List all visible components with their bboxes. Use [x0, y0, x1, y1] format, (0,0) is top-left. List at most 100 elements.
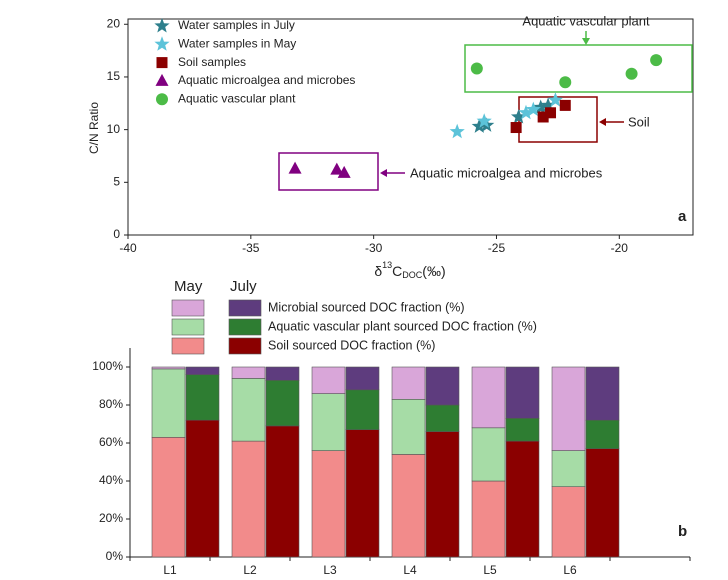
data-point: [625, 67, 638, 80]
bar-segment: [265, 425, 300, 558]
legend-swatch: [171, 318, 205, 336]
bar-segment: [425, 404, 460, 432]
legend-header: July: [230, 278, 257, 295]
bar-segment: [311, 450, 346, 558]
x-tick-label: L6: [563, 563, 577, 577]
bar-segment: [185, 374, 220, 421]
bar-segment: [505, 366, 540, 419]
data-point: [330, 162, 344, 175]
data-point: [545, 107, 557, 119]
x-label-part: (‰): [422, 263, 445, 279]
legend-swatch: [228, 318, 262, 336]
bar-segment: [265, 379, 300, 427]
bar-segment: [505, 440, 540, 558]
y-tick-label: 20: [107, 16, 121, 30]
x-tick-label: -20: [611, 241, 629, 255]
data-point: [449, 123, 465, 139]
group-box: [464, 44, 693, 93]
x-tick-label: L4: [403, 563, 417, 577]
arrow-head: [380, 169, 387, 177]
data-point: [540, 97, 556, 112]
data-point: [288, 161, 302, 174]
bar-segment: [151, 436, 186, 558]
bar-segment: [311, 393, 346, 451]
y-tick-label: 80%: [99, 397, 123, 411]
bar-segment: [505, 417, 540, 442]
bar-segment: [585, 419, 620, 450]
y-tick-label: 60%: [99, 435, 123, 449]
annotation: Aquatic vascular plant: [522, 13, 650, 28]
bar-segment: [231, 440, 266, 558]
x-tick-label: -35: [242, 241, 260, 255]
data-point: [559, 99, 571, 111]
x-tick-label: -30: [365, 241, 383, 255]
legend-swatch: [171, 337, 205, 355]
bar-segment: [425, 366, 460, 406]
bar-segment: [231, 378, 266, 442]
data-point: [511, 109, 527, 124]
legend-marker: [154, 18, 170, 33]
panel-label: a: [678, 208, 687, 225]
bar-segment: [551, 486, 586, 558]
bar-segment: [345, 429, 380, 558]
legend-label: Microbial sourced DOC fraction (%): [268, 300, 465, 314]
bar-segment: [185, 419, 220, 558]
arrow-head: [599, 118, 606, 126]
legend-label: Aquatic microalgea and microbes: [178, 73, 355, 87]
legend-swatch: [228, 337, 262, 355]
plot-frame: [127, 18, 694, 236]
x-label-part: 13: [382, 260, 392, 270]
bar-segment: [151, 368, 186, 438]
annotation: Aquatic microalgea and microbes: [410, 165, 603, 180]
y-tick-label: 40%: [99, 473, 123, 487]
legend-swatch: [228, 299, 262, 317]
legend-label: Water samples in May: [178, 36, 296, 50]
y-tick-label: 10: [107, 122, 121, 136]
panel-label: b: [678, 523, 687, 540]
y-tick-label: 0%: [106, 549, 124, 563]
bar-segment: [311, 366, 346, 394]
group-box: [278, 152, 379, 191]
data-point: [471, 118, 487, 133]
bar-segment: [391, 398, 426, 455]
x-tick-label: -40: [119, 241, 137, 255]
legend-marker: [156, 93, 168, 106]
y-tick-label: 5: [113, 174, 120, 188]
data-point: [559, 76, 572, 89]
legend-label: Aquatic vascular plant sourced DOC fract…: [268, 319, 537, 333]
data-point: [537, 111, 549, 123]
x-label-part: δ: [374, 263, 382, 279]
bar-segment: [471, 427, 506, 482]
bar-segment: [185, 366, 220, 375]
data-point: [337, 165, 351, 178]
bar-segment: [151, 366, 186, 370]
x-label-part: C: [392, 263, 402, 279]
legend-marker: [154, 36, 170, 51]
data-point: [650, 54, 663, 67]
x-tick-label: L2: [243, 563, 257, 577]
bar-segment: [345, 366, 380, 391]
bar-segment: [551, 366, 586, 451]
y-tick-label: 15: [107, 69, 121, 83]
bar-segment: [471, 480, 506, 558]
x-tick-label: L5: [483, 563, 497, 577]
bar-segment: [265, 366, 300, 381]
bar-segment: [551, 450, 586, 488]
arrow-head: [582, 38, 590, 45]
legend-label: Aquatic vascular plant: [178, 91, 296, 105]
y-tick-label: 0: [113, 227, 120, 241]
x-tick-label: L1: [163, 563, 177, 577]
legend-marker: [155, 73, 169, 86]
bar-segment: [471, 366, 506, 429]
data-point: [510, 122, 522, 134]
data-point: [547, 92, 563, 107]
bar-segment: [585, 366, 620, 421]
x-tick-label: L3: [323, 563, 337, 577]
legend-swatch: [171, 299, 205, 317]
data-point: [533, 99, 549, 114]
y-tick-label: 20%: [99, 511, 123, 525]
data-point: [525, 101, 541, 117]
y-tick-label: 100%: [92, 359, 123, 373]
data-point: [518, 104, 534, 120]
